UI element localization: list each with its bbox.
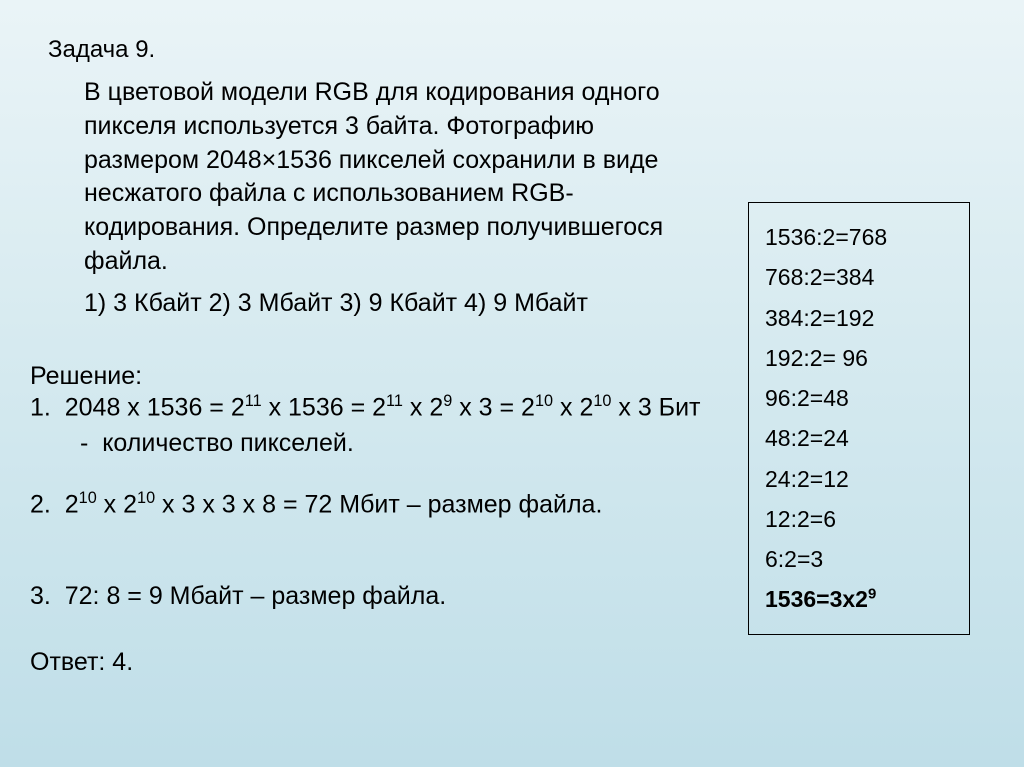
calc-line: 1536:2=768 [765, 217, 949, 257]
calc-line: 768:2=384 [765, 257, 949, 297]
exp: 10 [137, 489, 155, 507]
calc-line: 12:2=6 [765, 499, 949, 539]
step2-part: х 2 [97, 491, 137, 519]
exp: 10 [535, 392, 553, 410]
calc-line: 192:2= 96 [765, 338, 949, 378]
exp: 11 [386, 392, 403, 410]
side-calculation-box: 1536:2=768 768:2=384 384:2=192 192:2= 96… [748, 202, 970, 635]
calc-result: 1536=3х29 [765, 579, 949, 619]
step1-part: х 2 [403, 393, 443, 421]
calc-line: 24:2=12 [765, 459, 949, 499]
calc-line: 6:2=3 [765, 539, 949, 579]
exp: 10 [593, 392, 611, 410]
task-number: Задача 9. [48, 36, 976, 64]
exp: 9 [443, 392, 452, 410]
step2-part: 2. 2 [30, 491, 79, 519]
exp: 11 [245, 392, 262, 410]
calc-line: 48:2=24 [765, 418, 949, 458]
step1-part: х 3 Бит [611, 393, 700, 421]
step1-part: х 1536 = 2 [262, 393, 386, 421]
step1-part: х 2 [553, 393, 593, 421]
problem-text: В цветовой модели RGB для кодирования од… [84, 76, 716, 279]
final-answer: Ответ: 4. [30, 648, 976, 677]
calc-result-base: 1536=3х2 [765, 586, 868, 612]
calc-line: 96:2=48 [765, 378, 949, 418]
step1-part: х 3 = 2 [452, 393, 535, 421]
slide-container: Задача 9. В цветовой модели RGB для коди… [0, 0, 1024, 767]
step2-part: х 3 х 3 х 8 = 72 Мбит – размер файла. [155, 491, 602, 519]
exp: 9 [868, 586, 876, 603]
calc-line: 384:2=192 [765, 298, 949, 338]
step1-part: 1. 2048 х 1536 = 2 [30, 393, 245, 421]
exp: 10 [79, 489, 97, 507]
